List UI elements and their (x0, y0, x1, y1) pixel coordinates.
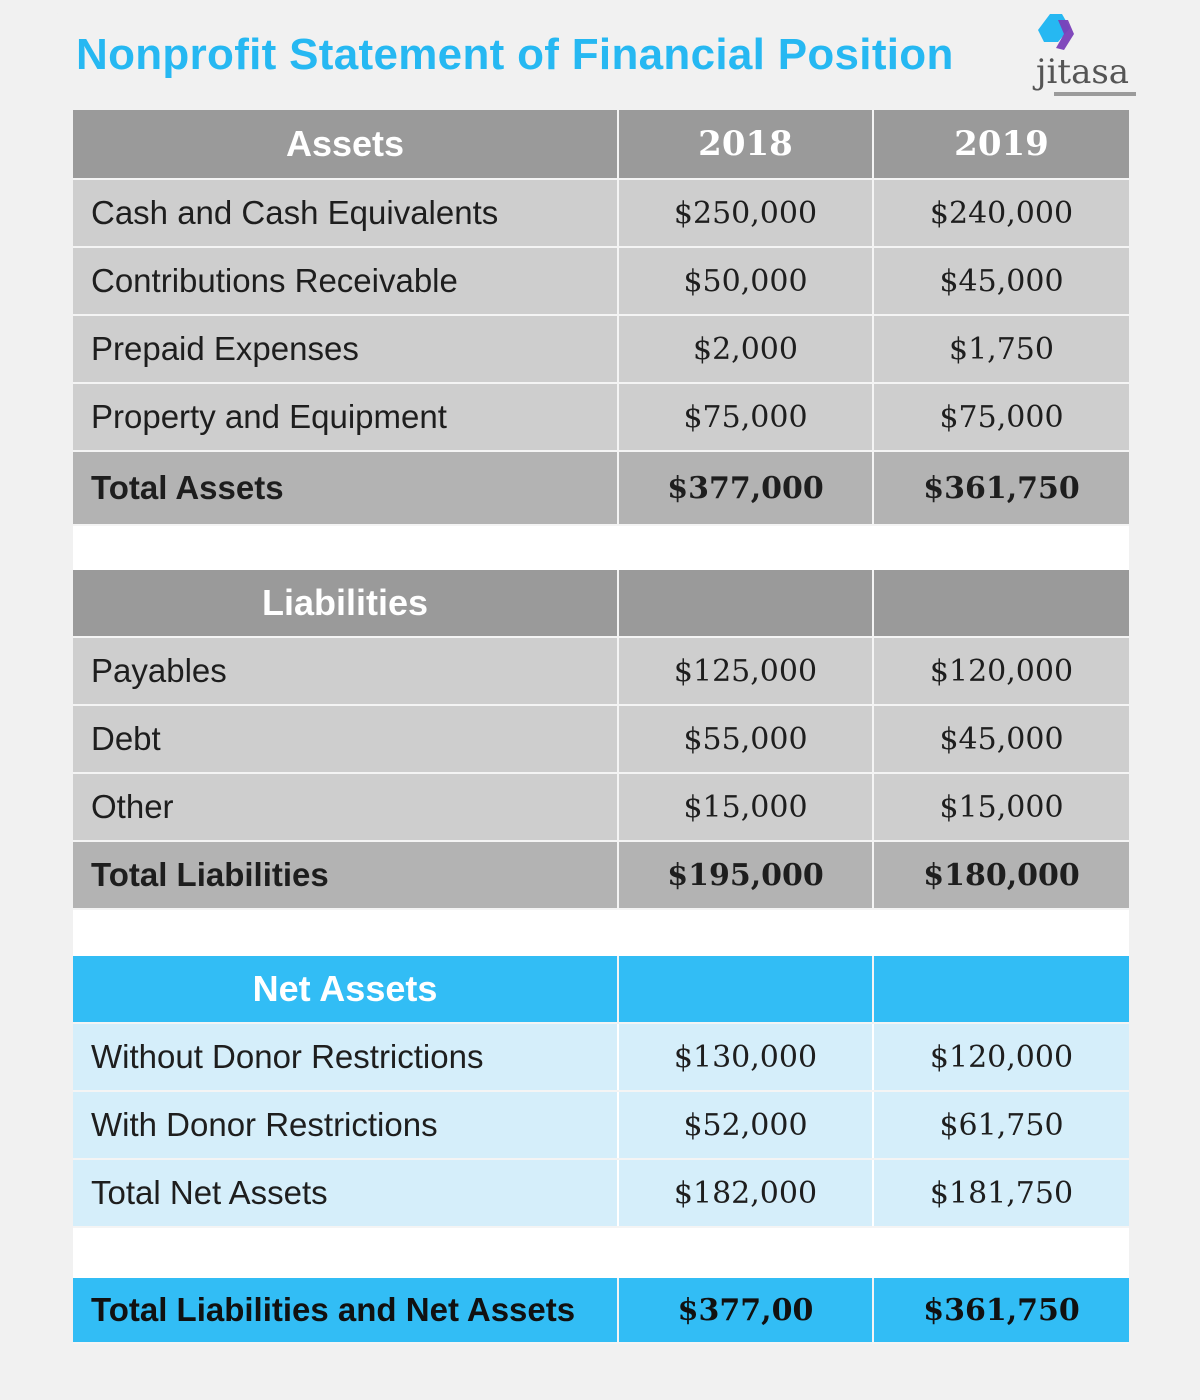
financial-table: Assets 2018 2019 Cash and Cash Equivalen… (73, 110, 1129, 1344)
value-2019: $75,000 (939, 399, 1064, 435)
empty-header-cell (874, 956, 1129, 1022)
year-2019-header: 2019 (954, 124, 1049, 164)
value-2019: $240,000 (929, 195, 1074, 231)
total-liabilities-label: Total Liabilities (73, 842, 619, 908)
logo-mark-icon (1038, 14, 1074, 50)
table-row: Other $15,000 $15,000 (73, 774, 1129, 842)
row-label: Property and Equipment (73, 384, 619, 450)
row-label: Without Donor Restrictions (73, 1024, 619, 1090)
row-label: Other (73, 774, 619, 840)
table-row: With Donor Restrictions $52,000 $61,750 (73, 1092, 1129, 1160)
net-assets-header-row: Net Assets (73, 956, 1129, 1024)
page-title: Nonprofit Statement of Financial Positio… (76, 30, 954, 79)
value-2018: $75,000 (619, 384, 874, 450)
logo-wordmark: jitasa (1036, 52, 1130, 92)
value-2018: $55,000 (619, 706, 874, 772)
empty-header-cell (619, 570, 874, 636)
value-2019: $61,750 (939, 1107, 1064, 1143)
value-2019: $45,000 (939, 263, 1064, 299)
assets-header: Assets (73, 110, 619, 178)
liabilities-header-row: Liabilities (73, 570, 1129, 638)
empty-header-cell (874, 570, 1129, 636)
jitasa-logo: jitasa (1030, 12, 1140, 96)
value-2019: $1,750 (949, 331, 1054, 367)
net-assets-header: Net Assets (73, 956, 619, 1022)
total-assets-2018: $377,000 (619, 452, 874, 524)
section-spacer (73, 1228, 1129, 1278)
value-2019: $45,000 (939, 721, 1064, 757)
table-row: Cash and Cash Equivalents $250,000 $240,… (73, 180, 1129, 248)
value-2018: $182,000 (619, 1160, 874, 1226)
value-2019: $120,000 (929, 653, 1074, 689)
value-2018: $15,000 (619, 774, 874, 840)
section-spacer (73, 526, 1129, 570)
table-row: Total Net Assets $182,000 $181,750 (73, 1160, 1129, 1228)
table-row: Payables $125,000 $120,000 (73, 638, 1129, 706)
grand-total-2019: $361,750 (923, 1292, 1080, 1328)
row-label: Cash and Cash Equivalents (73, 180, 619, 246)
value-2018: $2,000 (619, 316, 874, 382)
table-row: Debt $55,000 $45,000 (73, 706, 1129, 774)
row-label: Prepaid Expenses (73, 316, 619, 382)
row-label: Contributions Receivable (73, 248, 619, 314)
row-label: Payables (73, 638, 619, 704)
total-assets-row: Total Assets $377,000 $361,750 (73, 452, 1129, 526)
liabilities-header: Liabilities (73, 570, 619, 636)
total-liabilities-2018: $195,000 (619, 842, 874, 908)
logo-tagline (1054, 92, 1136, 96)
total-liabilities-row: Total Liabilities $195,000 $180,000 (73, 842, 1129, 910)
total-liabilities-2019: $180,000 (923, 857, 1080, 893)
grand-total-row: Total Liabilities and Net Assets $377,00… (73, 1278, 1129, 1344)
value-2019: $120,000 (929, 1039, 1074, 1075)
total-assets-2019: $361,750 (923, 470, 1080, 506)
value-2018: $250,000 (619, 180, 874, 246)
value-2019: $181,750 (929, 1175, 1074, 1211)
grand-total-label: Total Liabilities and Net Assets (73, 1278, 619, 1342)
empty-header-cell (619, 956, 874, 1022)
assets-header-row: Assets 2018 2019 (73, 110, 1129, 180)
table-row: Contributions Receivable $50,000 $45,000 (73, 248, 1129, 316)
year-2018-header: 2018 (619, 110, 874, 178)
table-row: Without Donor Restrictions $130,000 $120… (73, 1024, 1129, 1092)
value-2018: $125,000 (619, 638, 874, 704)
row-label: Debt (73, 706, 619, 772)
value-2018: $52,000 (619, 1092, 874, 1158)
row-label: With Donor Restrictions (73, 1092, 619, 1158)
value-2019: $15,000 (939, 789, 1064, 825)
table-row: Property and Equipment $75,000 $75,000 (73, 384, 1129, 452)
table-row: Prepaid Expenses $2,000 $1,750 (73, 316, 1129, 384)
value-2018: $50,000 (619, 248, 874, 314)
value-2018: $130,000 (619, 1024, 874, 1090)
grand-total-2018: $377,00 (619, 1278, 874, 1342)
total-assets-label: Total Assets (73, 452, 619, 524)
row-label: Total Net Assets (73, 1160, 619, 1226)
section-spacer (73, 910, 1129, 956)
